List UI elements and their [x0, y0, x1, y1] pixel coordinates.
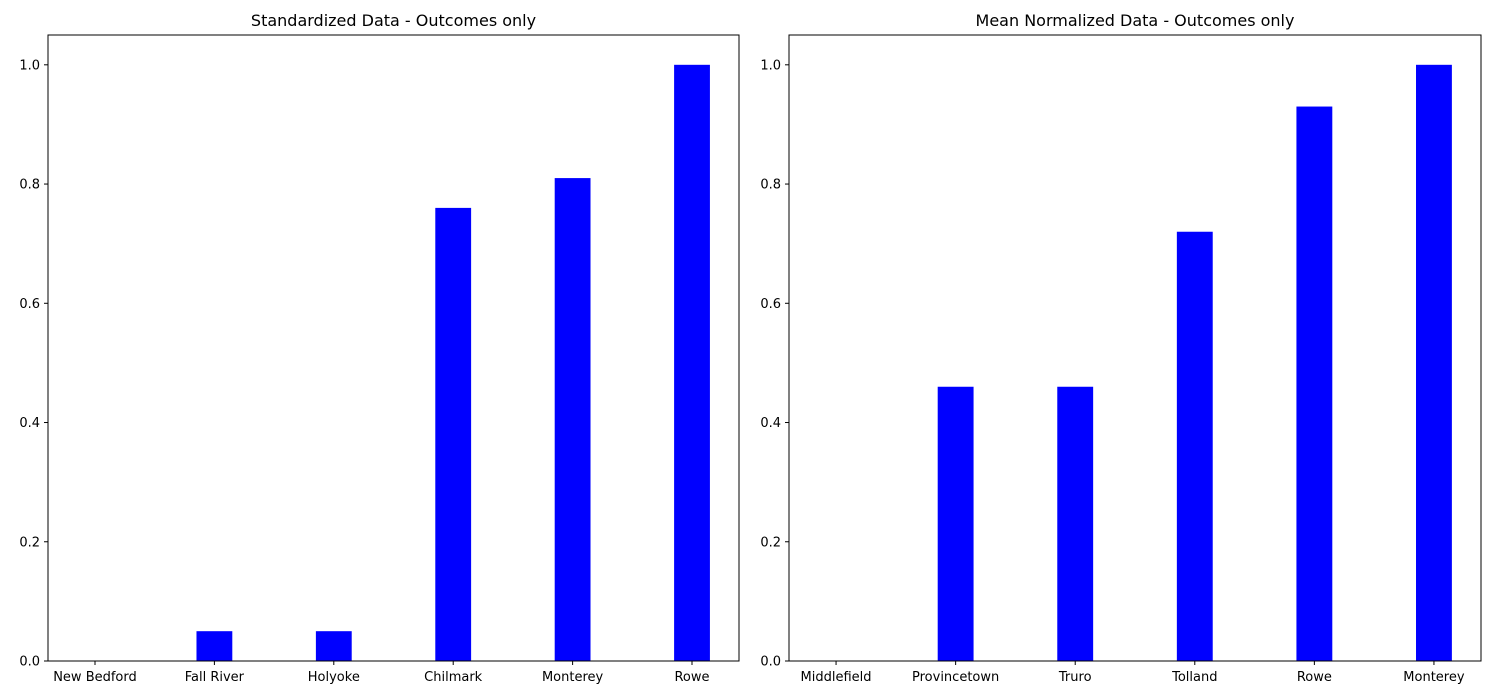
- x-tick-label: Provincetown: [912, 670, 999, 685]
- chart-title: Mean Normalized Data - Outcomes only: [976, 11, 1295, 30]
- y-tick-label: 0.4: [760, 416, 781, 431]
- bar: [1057, 386, 1094, 661]
- x-tick-label: Fall River: [185, 670, 245, 685]
- bar: [315, 631, 352, 661]
- bar: [196, 631, 233, 661]
- bar: [1416, 64, 1452, 662]
- bars: [196, 64, 710, 662]
- y-tick-label: 0.0: [19, 655, 40, 670]
- x-tick-label: Truro: [1058, 670, 1092, 685]
- x-tick-label: New Bedford: [53, 670, 137, 685]
- y-tick-label: 0.2: [19, 535, 40, 550]
- y-tick-label: 0.8: [760, 178, 781, 193]
- x-tick-label: Holyoke: [308, 670, 360, 685]
- y-tick-label: 0.6: [760, 297, 781, 312]
- x-tick-label: Monterey: [1403, 670, 1465, 685]
- plot-frame: [47, 34, 740, 662]
- chart-mean-normalized: Mean Normalized Data - Outcomes only 0.0…: [760, 11, 1482, 685]
- chart-title: Standardized Data - Outcomes only: [251, 11, 536, 30]
- bar: [937, 386, 974, 661]
- bar: [554, 178, 591, 662]
- y-tick-label: 0.4: [19, 416, 40, 431]
- x-tick-label: Chilmark: [424, 670, 483, 685]
- plot-frame: [788, 34, 1482, 662]
- bar: [1296, 106, 1333, 662]
- x-tick-label: Middlefield: [801, 670, 872, 685]
- y-tick-label: 0.0: [760, 655, 781, 670]
- bar: [1176, 231, 1213, 661]
- x-axis: Middlefield Provincetown Truro Tolland Rowe M…: [801, 661, 1465, 685]
- x-axis: New Bedford Fall River Holyoke Chilmark Mont…: [53, 661, 710, 685]
- y-tick-label: 0.8: [19, 178, 40, 193]
- y-axis: 0.0 0.2 0.4 0.6 0.8 1.0: [760, 58, 789, 670]
- bars: [937, 64, 1452, 662]
- bar: [435, 207, 472, 661]
- x-tick-label: Rowe: [1297, 670, 1332, 685]
- y-tick-label: 1.0: [19, 58, 40, 73]
- x-tick-label: Tolland: [1171, 670, 1217, 685]
- y-tick-label: 1.0: [760, 58, 781, 73]
- bar: [674, 64, 710, 662]
- y-tick-label: 0.2: [760, 535, 781, 550]
- y-tick-label: 0.6: [19, 297, 40, 312]
- chart-standardized: Standardized Data - Outcomes only 0.0 0.2…: [19, 11, 740, 685]
- x-tick-label: Monterey: [542, 670, 604, 685]
- x-tick-label: Rowe: [674, 670, 709, 685]
- y-axis: 0.0 0.2 0.4 0.6 0.8 1.0: [19, 58, 48, 670]
